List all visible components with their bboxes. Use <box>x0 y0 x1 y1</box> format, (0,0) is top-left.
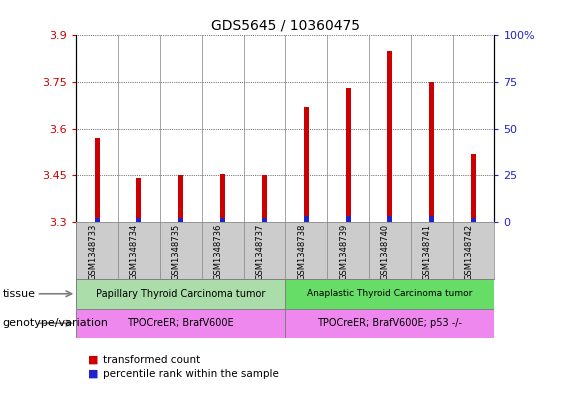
Bar <box>429 82 434 222</box>
Text: GSM1348735: GSM1348735 <box>172 224 181 280</box>
Text: GSM1348737: GSM1348737 <box>255 224 264 280</box>
Bar <box>76 309 285 338</box>
Text: ■: ■ <box>88 354 98 365</box>
Bar <box>429 217 434 222</box>
Text: Papillary Thyroid Carcinoma tumor: Papillary Thyroid Carcinoma tumor <box>96 289 266 299</box>
Bar <box>471 154 476 222</box>
Text: GSM1348739: GSM1348739 <box>339 224 348 280</box>
Text: Anaplastic Thyroid Carcinoma tumor: Anaplastic Thyroid Carcinoma tumor <box>307 289 472 298</box>
Bar <box>95 218 99 222</box>
Bar <box>262 175 267 222</box>
Bar <box>262 218 267 222</box>
Text: GSM1348742: GSM1348742 <box>464 224 473 280</box>
Text: GSM1348740: GSM1348740 <box>381 224 390 280</box>
Text: GSM1348733: GSM1348733 <box>88 224 97 280</box>
Bar <box>388 217 392 222</box>
Title: GDS5645 / 10360475: GDS5645 / 10360475 <box>211 19 360 33</box>
Bar <box>76 279 285 309</box>
Text: genotype/variation: genotype/variation <box>3 318 109 328</box>
Bar <box>304 107 308 222</box>
Text: GSM1348741: GSM1348741 <box>423 224 432 280</box>
Bar <box>137 178 141 222</box>
Bar <box>346 88 350 222</box>
Bar <box>285 279 494 309</box>
Text: tissue: tissue <box>3 289 36 299</box>
Text: transformed count: transformed count <box>103 354 201 365</box>
Text: TPOCreER; BrafV600E: TPOCreER; BrafV600E <box>128 318 234 328</box>
Text: GSM1348738: GSM1348738 <box>297 224 306 280</box>
Text: percentile rank within the sample: percentile rank within the sample <box>103 369 279 379</box>
Bar <box>95 138 99 222</box>
Text: TPOCreER; BrafV600E; p53 -/-: TPOCreER; BrafV600E; p53 -/- <box>318 318 462 328</box>
Bar <box>304 217 308 222</box>
Text: GSM1348734: GSM1348734 <box>130 224 139 280</box>
Bar <box>137 218 141 222</box>
Bar <box>471 218 476 222</box>
Bar <box>179 175 183 222</box>
Bar <box>220 174 225 222</box>
Bar <box>285 309 494 338</box>
Bar <box>179 218 183 222</box>
Bar <box>388 51 392 222</box>
Text: ■: ■ <box>88 369 98 379</box>
Text: GSM1348736: GSM1348736 <box>214 224 223 280</box>
Bar <box>346 217 350 222</box>
Bar <box>220 218 225 222</box>
